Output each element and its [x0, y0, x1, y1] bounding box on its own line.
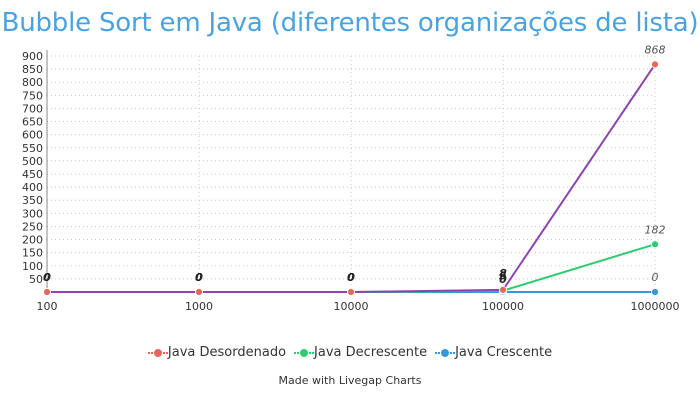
- legend-item[interactable]: Java Decrescente: [294, 345, 427, 360]
- y-tick-label: 500: [22, 155, 43, 168]
- y-tick-label: 350: [22, 194, 43, 207]
- series-line: [47, 63, 656, 293]
- data-label: 0: [43, 271, 51, 284]
- legend-label: Java Crescente: [455, 345, 553, 360]
- legend-marker-icon: [294, 348, 315, 358]
- legend-marker-icon: [435, 348, 456, 358]
- data-label: 8: [499, 267, 507, 280]
- data-point: [43, 288, 51, 296]
- data-label: 868: [645, 43, 666, 56]
- x-tick-label: 1000: [185, 300, 213, 313]
- data-label: 0: [195, 271, 203, 284]
- y-tick-label: 550: [22, 142, 43, 155]
- data-label: 5: [499, 270, 507, 283]
- y-tick-label: 150: [22, 247, 43, 260]
- data-label: 0: [43, 271, 51, 284]
- y-tick-label: 50: [29, 273, 43, 286]
- y-tick-label: 650: [22, 116, 43, 129]
- data-label: 182: [645, 223, 666, 236]
- y-tick-label: 300: [22, 207, 43, 220]
- data-point: [651, 60, 659, 69]
- data-label: 0: [347, 271, 355, 284]
- y-tick-label: 800: [22, 76, 43, 89]
- y-tick-label: 600: [22, 129, 43, 142]
- data-point: [651, 288, 659, 296]
- data-label: 0: [347, 271, 355, 284]
- y-tick-label: 250: [22, 220, 43, 233]
- y-tick-label: 450: [22, 168, 43, 181]
- x-tick-label: 10000: [334, 300, 369, 313]
- x-tick-label: 100: [37, 300, 58, 313]
- credit-text: Made with Livegap Charts: [278, 374, 422, 387]
- data-label: 0: [347, 271, 355, 284]
- x-tick-label: 1000000: [631, 300, 680, 313]
- legend-item[interactable]: Java Desordenado: [147, 345, 287, 360]
- data-label: 0: [499, 273, 507, 286]
- legend-label: Java Decrescente: [314, 345, 428, 360]
- data-label: 0: [195, 271, 203, 284]
- y-tick-label: 750: [22, 89, 43, 102]
- legend-label: Java Desordenado: [167, 345, 287, 360]
- x-tick-label: 100000: [482, 300, 524, 313]
- chart-title: Bubble Sort em Java (diferentes organiza…: [1, 8, 699, 38]
- y-tick-label: 400: [22, 181, 43, 194]
- y-tick-label: 900: [22, 50, 43, 63]
- y-tick-label: 200: [22, 234, 43, 247]
- chart-legend: Java Desordenado Java Decrescente Java Cre…: [0, 345, 700, 360]
- y-tick-label: 700: [22, 102, 43, 115]
- data-label: 0: [652, 271, 659, 284]
- data-point: [195, 288, 203, 296]
- data-label: 0: [43, 271, 51, 284]
- data-point: [651, 240, 659, 249]
- data-label: 0: [195, 271, 203, 284]
- y-tick-label: 100: [22, 260, 43, 273]
- legend-item[interactable]: Java Crescente: [435, 345, 552, 360]
- y-tick-label: 850: [22, 63, 43, 76]
- data-point: [347, 288, 355, 296]
- data-point: [499, 286, 507, 294]
- legend-marker-icon: [147, 348, 168, 358]
